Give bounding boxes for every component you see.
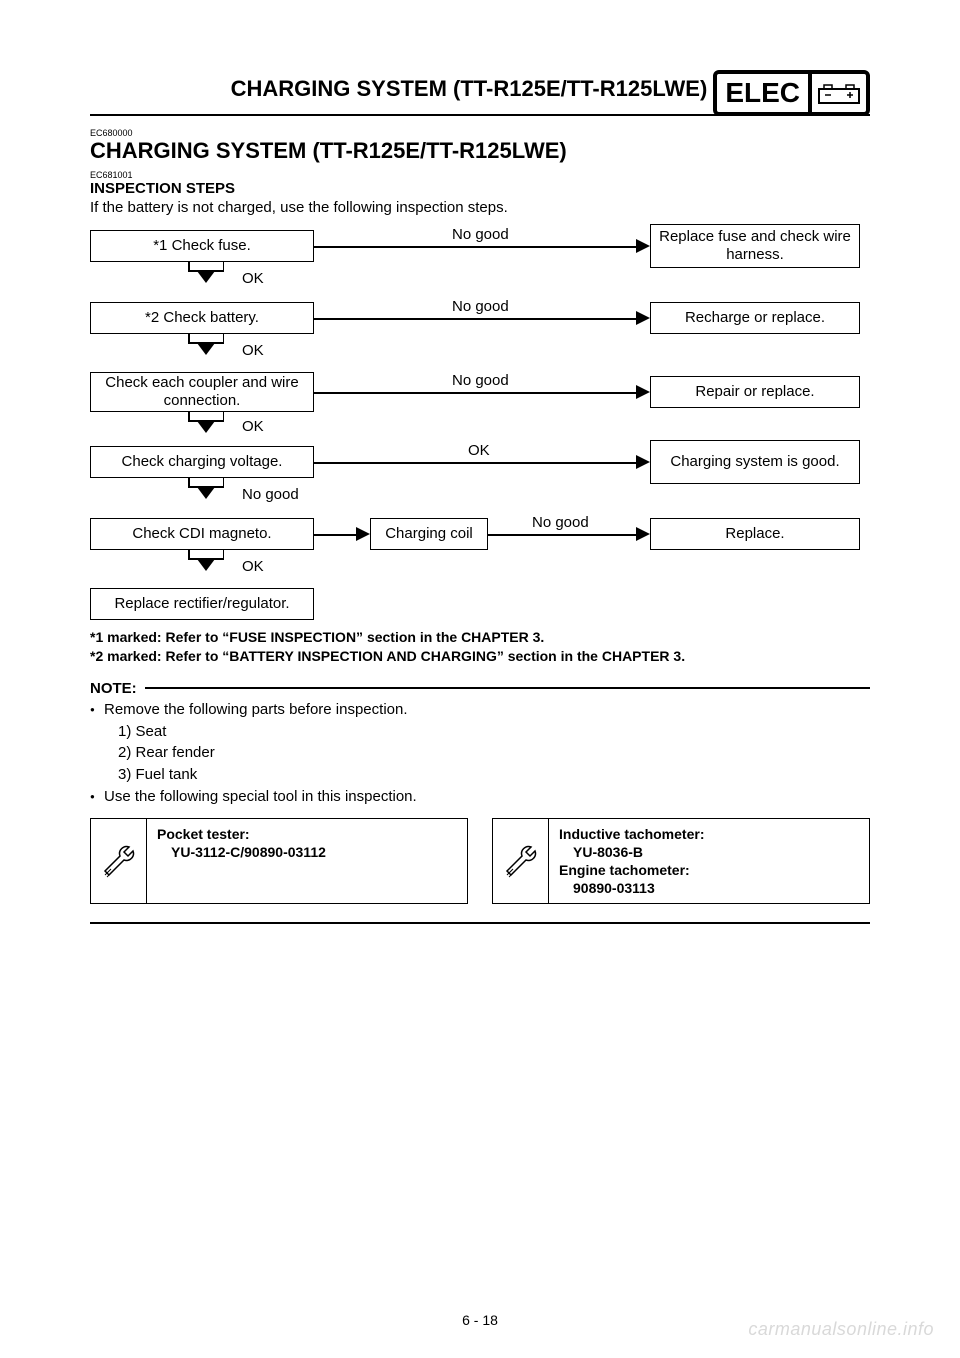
flow-repair: Repair or replace.: [650, 376, 860, 408]
tool-2-title1: Inductive tachometer:: [559, 826, 704, 842]
flow-recharge: Recharge or replace.: [650, 302, 860, 334]
flow-label-ng: No good: [450, 226, 511, 243]
footnotes: *1 marked: Refer to “FUSE INSPECTION” se…: [90, 628, 870, 666]
flow-line: [314, 462, 646, 464]
tool-1-text: Pocket tester: YU-3112-C/90890-03112: [147, 819, 336, 904]
wrench-icon: [493, 819, 549, 904]
arrow-down-icon: [184, 334, 228, 358]
note-sub-3: 3) Fuel tank: [90, 764, 870, 786]
note-label: NOTE:: [90, 680, 145, 697]
footnote-1: *1 marked: Refer to “FUSE INSPECTION” se…: [90, 628, 870, 647]
flow-check-fuse: *1 Check fuse.: [90, 230, 314, 262]
note-b1-text: Remove the following parts before inspec…: [104, 699, 408, 721]
bullet-icon: [90, 786, 104, 808]
tool-2-val1: YU-8036-B: [559, 843, 704, 861]
tool-1-title: Pocket tester:: [157, 826, 250, 842]
wrench-icon: [91, 819, 147, 904]
subsection-title: INSPECTION STEPS: [90, 180, 870, 197]
note-sub-1: 1) Seat: [90, 721, 870, 743]
flow-line: [314, 392, 646, 394]
flow-label-ng: No good: [530, 514, 591, 531]
flow-label-ok: OK: [466, 442, 492, 459]
section-title: CHARGING SYSTEM (TT-R125E/TT-R125LWE): [90, 138, 870, 164]
tool-2-title2: Engine tachometer:: [559, 861, 704, 879]
note-header: NOTE:: [90, 680, 870, 697]
battery-icon: [808, 74, 866, 112]
arrow-down-icon: [184, 412, 228, 436]
flowchart: *1 Check fuse. *2 Check battery. Check e…: [90, 230, 870, 610]
arrow-right-icon: [636, 239, 650, 253]
arrow-right-icon: [356, 527, 370, 541]
flow-label-ok: OK: [240, 558, 266, 575]
note-bullet-2: Use the following special tool in this i…: [90, 786, 870, 808]
note-rule: [145, 687, 870, 689]
note-sub-2: 2) Rear fender: [90, 742, 870, 764]
elec-badge: ELEC: [713, 70, 870, 116]
flow-label-ok: OK: [240, 418, 266, 435]
section-end-rule: [90, 922, 870, 924]
flow-label-ng: No good: [450, 298, 511, 315]
page-header: CHARGING SYSTEM (TT-R125E/TT-R125LWE) EL…: [90, 70, 870, 116]
note-list: Remove the following parts before inspec…: [90, 699, 870, 808]
flow-label-ng: No good: [240, 486, 301, 503]
flow-check-coupler: Check each coupler and wire connection.: [90, 372, 314, 412]
arrow-down-icon: [184, 262, 228, 286]
tool-pocket-tester: Pocket tester: YU-3112-C/90890-03112: [90, 818, 468, 905]
note-b2-text: Use the following special tool in this i…: [104, 786, 417, 808]
flow-line: [314, 318, 646, 320]
arrow-down-icon: [184, 550, 228, 574]
tool-1-val: YU-3112-C/90890-03112: [157, 843, 326, 861]
flow-replace-rect: Replace rectifier/regulator.: [90, 588, 314, 620]
elec-badge-text: ELEC: [717, 74, 808, 112]
flow-charging-coil: Charging coil: [370, 518, 488, 550]
flow-good: Charging system is good.: [650, 440, 860, 484]
flow-line: [488, 534, 646, 536]
bullet-icon: [90, 699, 104, 721]
tool-2-text: Inductive tachometer: YU-8036-B Engine t…: [549, 819, 714, 904]
tool-tachometer: Inductive tachometer: YU-8036-B Engine t…: [492, 818, 870, 905]
tool-2-val2: 90890-03113: [559, 879, 704, 897]
footnote-2: *2 marked: Refer to “BATTERY INSPECTION …: [90, 647, 870, 666]
section-code-2: EC681001: [90, 170, 870, 180]
arrow-right-icon: [636, 527, 650, 541]
note-bullet-1: Remove the following parts before inspec…: [90, 699, 870, 721]
flow-label-ng: No good: [450, 372, 511, 389]
flow-check-voltage: Check charging voltage.: [90, 446, 314, 478]
section-code-1: EC680000: [90, 128, 870, 138]
tools-row: Pocket tester: YU-3112-C/90890-03112 Ind…: [90, 818, 870, 905]
flow-label-ok: OK: [240, 270, 266, 287]
header-title: CHARGING SYSTEM (TT-R125E/TT-R125LWE): [90, 76, 713, 108]
arrow-right-icon: [636, 311, 650, 325]
flow-replace-fuse: Replace fuse and check wire harness.: [650, 224, 860, 268]
page: CHARGING SYSTEM (TT-R125E/TT-R125LWE) EL…: [0, 0, 960, 1358]
arrow-down-icon: [184, 478, 228, 502]
flow-label-ok: OK: [240, 342, 266, 359]
flow-replace: Replace.: [650, 518, 860, 550]
arrow-right-icon: [636, 385, 650, 399]
intro-text: If the battery is not charged, use the f…: [90, 199, 870, 216]
arrow-right-icon: [636, 455, 650, 469]
flow-check-battery: *2 Check battery.: [90, 302, 314, 334]
watermark: carmanualsonline.info: [748, 1319, 934, 1340]
flow-line: [314, 246, 646, 248]
flow-check-cdi: Check CDI magneto.: [90, 518, 314, 550]
